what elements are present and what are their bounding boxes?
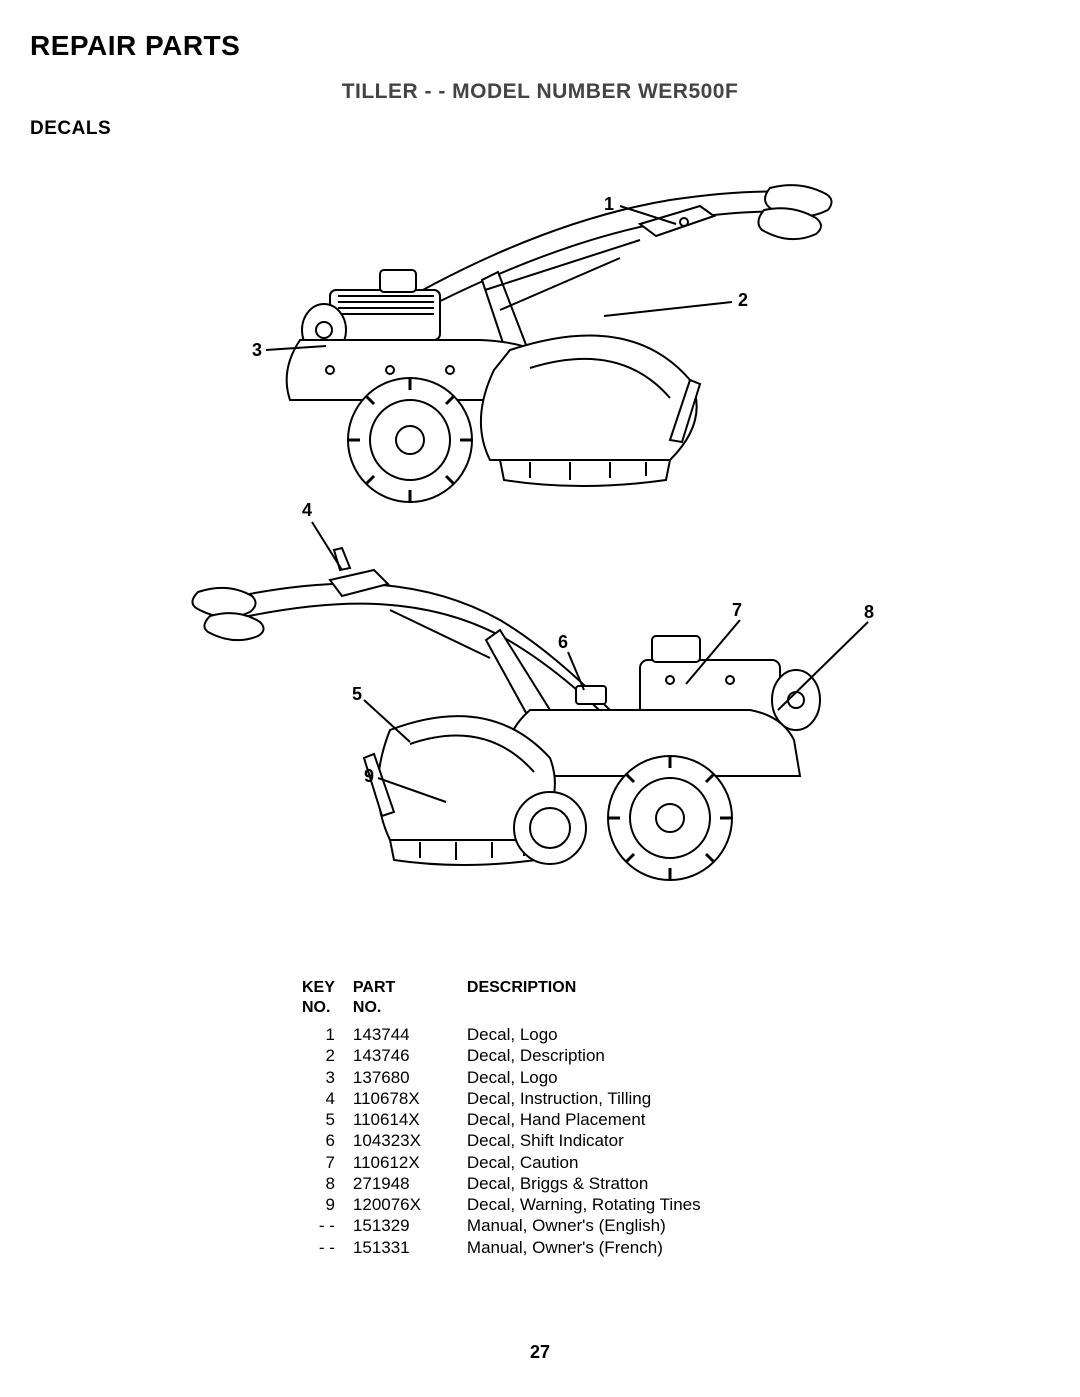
col-part: PARTNO. <box>353 978 443 1024</box>
cell-key: 8 <box>302 1173 353 1194</box>
cell-part: 120076X <box>353 1194 443 1215</box>
cell-key: 1 <box>302 1024 353 1045</box>
callout-7: 7 <box>732 600 742 620</box>
tiller-top <box>287 185 832 502</box>
parts-table: KEYNO. PARTNO. DESCRIPTION 1143744Decal,… <box>302 978 1050 1258</box>
cell-key: - - <box>302 1237 353 1258</box>
cell-part: 271948 <box>353 1173 443 1194</box>
tiller-bottom <box>192 548 820 880</box>
col-key: KEYNO. <box>302 978 353 1024</box>
cell-part: 151331 <box>353 1237 443 1258</box>
cell-key: 3 <box>302 1067 353 1088</box>
cell-part: 104323X <box>353 1130 443 1151</box>
cell-desc: Decal, Description <box>443 1045 719 1066</box>
cell-desc: Decal, Instruction, Tilling <box>443 1088 719 1109</box>
cell-desc: Decal, Logo <box>443 1067 719 1088</box>
page-title: REPAIR PARTS <box>30 30 1050 62</box>
cell-desc: Decal, Briggs & Stratton <box>443 1173 719 1194</box>
table-row: 6104323XDecal, Shift Indicator <box>302 1130 719 1151</box>
cell-part: 137680 <box>353 1067 443 1088</box>
cell-desc: Decal, Logo <box>443 1024 719 1045</box>
table-row: 7110612XDecal, Caution <box>302 1152 719 1173</box>
cell-desc: Manual, Owner's (French) <box>443 1237 719 1258</box>
table-row: 9120076XDecal, Warning, Rotating Tines <box>302 1194 719 1215</box>
callout-8: 8 <box>864 602 874 622</box>
table-row: - -151329Manual, Owner's (English) <box>302 1215 719 1236</box>
table-row: 2143746Decal, Description <box>302 1045 719 1066</box>
callout-6: 6 <box>558 632 568 652</box>
cell-desc: Decal, Hand Placement <box>443 1109 719 1130</box>
wheel-top <box>348 378 472 502</box>
cell-desc: Decal, Shift Indicator <box>443 1130 719 1151</box>
cell-part: 110614X <box>353 1109 443 1130</box>
page: REPAIR PARTS TILLER - - MODEL NUMBER WER… <box>0 0 1080 1397</box>
table-row: 8271948Decal, Briggs & Stratton <box>302 1173 719 1194</box>
page-number: 27 <box>0 1342 1080 1363</box>
table-row: 4110678XDecal, Instruction, Tilling <box>302 1088 719 1109</box>
callout-1: 1 <box>604 194 614 214</box>
cell-key: 7 <box>302 1152 353 1173</box>
page-subtitle: TILLER - - MODEL NUMBER WER500F <box>30 80 1050 104</box>
col-desc: DESCRIPTION <box>443 978 719 1024</box>
cell-desc: Decal, Warning, Rotating Tines <box>443 1194 719 1215</box>
cell-key: 6 <box>302 1130 353 1151</box>
tiller-diagrams: 1 2 3 <box>30 140 1050 950</box>
wheel-bottom <box>608 756 732 880</box>
callout-2: 2 <box>738 290 748 310</box>
cell-desc: Decal, Caution <box>443 1152 719 1173</box>
cell-part: 110612X <box>353 1152 443 1173</box>
cell-desc: Manual, Owner's (English) <box>443 1215 719 1236</box>
cell-part: 151329 <box>353 1215 443 1236</box>
cell-key: 9 <box>302 1194 353 1215</box>
cell-key: 4 <box>302 1088 353 1109</box>
callout-5: 5 <box>352 684 362 704</box>
cell-part: 143744 <box>353 1024 443 1045</box>
table-row: 1143744Decal, Logo <box>302 1024 719 1045</box>
cell-key: - - <box>302 1215 353 1236</box>
cell-part: 143746 <box>353 1045 443 1066</box>
callout-4: 4 <box>302 500 312 520</box>
callout-9: 9 <box>364 766 374 786</box>
table-row: 3137680Decal, Logo <box>302 1067 719 1088</box>
table-row: 5110614XDecal, Hand Placement <box>302 1109 719 1130</box>
cell-part: 110678X <box>353 1088 443 1109</box>
section-label: DECALS <box>30 118 1050 140</box>
cell-key: 2 <box>302 1045 353 1066</box>
table-row: - -151331Manual, Owner's (French) <box>302 1237 719 1258</box>
diagram-area: 1 2 3 <box>30 140 1050 950</box>
cell-key: 5 <box>302 1109 353 1130</box>
callout-3: 3 <box>252 340 262 360</box>
